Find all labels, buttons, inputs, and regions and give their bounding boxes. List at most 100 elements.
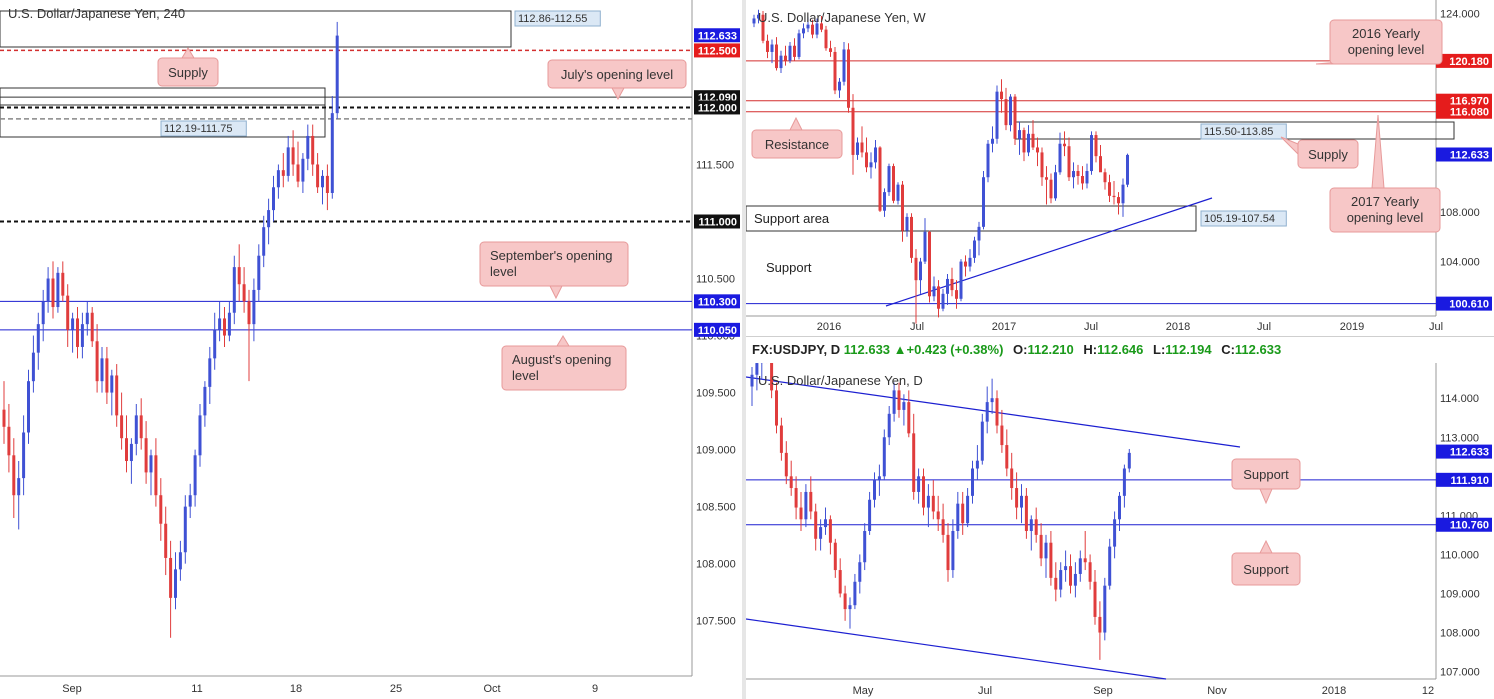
- weekly-chart-panel[interactable]: 115.50-113.85 105.19-107.54 Support area Su…: [746, 0, 1494, 336]
- candle-body: [149, 455, 153, 473]
- candle-body: [1094, 135, 1098, 157]
- time-tick-label: 2018: [1322, 685, 1346, 697]
- candle-body: [814, 511, 818, 539]
- zone-note-label: 112.19-111.75: [164, 123, 233, 135]
- candle-body: [824, 519, 827, 528]
- price-badge-label: 112.000: [698, 102, 737, 114]
- panel-divider-vertical[interactable]: [742, 0, 746, 699]
- price-tick-label: 104.000: [1440, 257, 1480, 269]
- candle-body: [793, 45, 796, 57]
- candle-body: [17, 478, 21, 496]
- candle-body: [1004, 99, 1008, 126]
- time-tick-label: 2016: [817, 321, 841, 333]
- candle-body: [865, 152, 868, 168]
- callout-box: [751, 129, 843, 159]
- price-tick-label: 110.500: [696, 274, 735, 286]
- candle-body: [809, 491, 813, 512]
- candle-body: [110, 375, 114, 393]
- candle-body: [1085, 171, 1089, 184]
- candle-body: [1072, 171, 1075, 178]
- candle-body: [775, 44, 778, 69]
- callout-pointer: [1259, 539, 1273, 554]
- callout-line: 2016 Yearly: [1352, 26, 1420, 41]
- candle-body: [1027, 133, 1030, 153]
- candle-body: [1099, 156, 1102, 173]
- candle-body: [820, 23, 823, 30]
- h4-chart[interactable]: 112.86-112.55 112.19-111.75 112.000 111.500…: [0, 0, 742, 699]
- candle-body: [1093, 581, 1097, 617]
- candle-body: [991, 138, 994, 144]
- callout-3: August's opening level: [501, 335, 627, 391]
- candle-body: [1059, 570, 1063, 590]
- time-tick-label: 2017: [992, 321, 1016, 333]
- weekly-chart[interactable]: 115.50-113.85 105.19-107.54 Support area Su…: [746, 0, 1494, 336]
- candle-body: [912, 433, 916, 492]
- candle-body: [873, 480, 876, 500]
- time-tick-label: 9: [592, 683, 598, 695]
- candle-body: [779, 55, 783, 69]
- callout-box: [1329, 187, 1441, 233]
- candle-body: [193, 455, 197, 496]
- candle-body: [1015, 488, 1019, 508]
- candle-body: [51, 278, 55, 308]
- time-tick-label: Jul: [1084, 321, 1098, 333]
- candle-body: [144, 438, 148, 473]
- candle-body: [95, 341, 99, 382]
- candle-body: [311, 135, 315, 165]
- high-value: 112.646: [1097, 342, 1144, 357]
- close-value: 112.633: [843, 342, 891, 357]
- callout-line: opening level: [1347, 210, 1424, 225]
- candle-body: [797, 33, 801, 57]
- chart-title: U.S. Dollar/Japanese Yen, D: [758, 373, 923, 388]
- candle-body: [1010, 468, 1014, 489]
- callout-line: opening level: [1348, 42, 1425, 57]
- callout-label: Resistance: [765, 137, 829, 152]
- candle-body: [980, 421, 984, 461]
- candle-body: [183, 506, 187, 553]
- candle-body: [1022, 130, 1026, 153]
- candle-body: [1121, 184, 1125, 204]
- zone-note-box: [160, 120, 247, 137]
- candle-body: [1054, 172, 1057, 199]
- candle-body: [1024, 495, 1028, 531]
- h4-chart-panel[interactable]: 112.86-112.55 112.19-111.75 112.000 111.500…: [0, 0, 742, 699]
- candle-body: [1103, 172, 1107, 183]
- candle-body: [868, 499, 872, 531]
- callout-label: Support: [1243, 562, 1289, 577]
- candle-body: [757, 14, 760, 19]
- candle-body: [950, 278, 954, 291]
- candle-body: [134, 415, 138, 444]
- price-badge: [1436, 53, 1492, 68]
- price-badge: [1436, 296, 1492, 311]
- candle-body: [961, 503, 965, 524]
- daily-chart-panel[interactable]: 115.000114.000113.000111.000110.000109.0…: [746, 363, 1494, 699]
- callout-line: September's opening: [490, 248, 612, 263]
- candle-body: [968, 257, 972, 267]
- callout-3: 2017 Yearly opening level: [1329, 114, 1441, 233]
- price-badge-label: 111.000: [698, 217, 737, 229]
- candle-body: [926, 495, 930, 508]
- callout-box: [547, 59, 687, 89]
- candle-body: [257, 255, 261, 290]
- candle-body: [883, 192, 886, 211]
- zone-box: [746, 205, 1197, 232]
- candle-body: [1013, 96, 1017, 139]
- candle-body: [203, 386, 207, 416]
- candle-body: [208, 358, 212, 387]
- candle-body: [977, 226, 981, 241]
- candle-body: [1040, 152, 1044, 178]
- candle-body: [829, 48, 832, 52]
- daily-chart[interactable]: 115.000114.000113.000111.000110.000109.0…: [746, 363, 1494, 699]
- candle-body: [164, 523, 168, 558]
- candle-body: [882, 437, 886, 477]
- price-tick-label: 110.000: [1440, 549, 1479, 561]
- callout-pointer: [1371, 114, 1385, 189]
- candle-body: [937, 286, 940, 309]
- change-up-icon: ▲: [893, 342, 907, 357]
- candle-body: [1054, 577, 1058, 590]
- time-tick-label: Sep: [1093, 685, 1113, 697]
- candle-body: [858, 562, 862, 582]
- price-tick-label: 115.000: [1440, 363, 1479, 366]
- price-badge: [1436, 104, 1492, 119]
- candle-body: [1112, 195, 1116, 198]
